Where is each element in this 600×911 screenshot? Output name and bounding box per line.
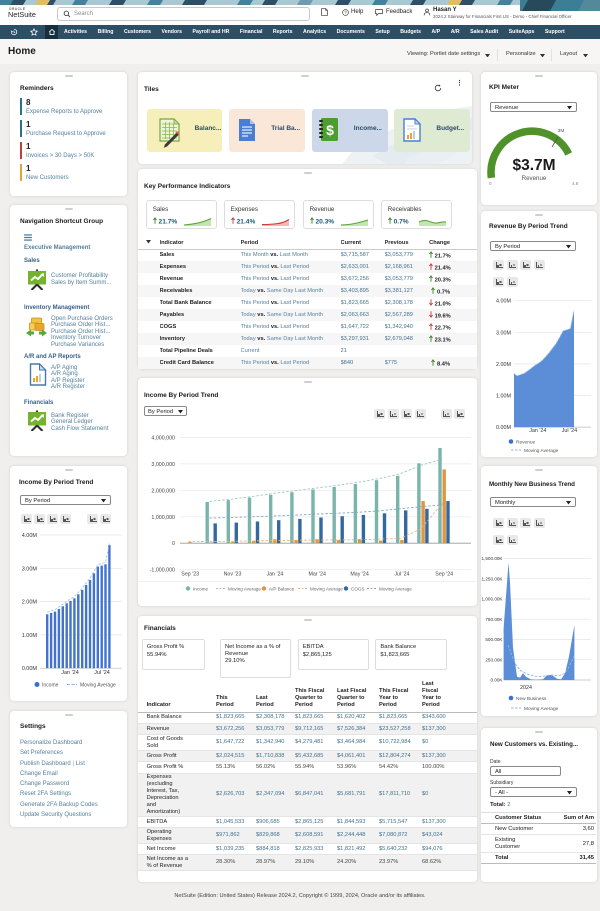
svg-text:Jan '24: Jan '24 <box>266 572 283 578</box>
svg-text:3,000,000: 3,000,000 <box>151 462 175 468</box>
svg-text:1,250.00K: 1,250.00K <box>482 576 504 581</box>
svg-text:Revenue: Revenue <box>516 440 536 446</box>
svg-text:0.00K: 0.00K <box>490 678 503 683</box>
svg-text:Jul '24: Jul '24 <box>562 428 577 434</box>
svg-text:3.00M: 3.00M <box>22 566 38 572</box>
svg-text:Moving Average: Moving Average <box>524 706 559 712</box>
svg-text:New Business: New Business <box>516 696 547 702</box>
svg-text:1,500.00K: 1,500.00K <box>482 556 504 561</box>
svg-text:A/P Balance: A/P Balance <box>269 587 295 592</box>
svg-text:0: 0 <box>489 181 492 186</box>
svg-text:COGS: COGS <box>351 587 365 592</box>
svg-text:May '24: May '24 <box>350 572 368 578</box>
svg-text:Jul '24: Jul '24 <box>94 670 110 676</box>
svg-text:$3.7M: $3.7M <box>512 157 555 174</box>
svg-text:Mar '24: Mar '24 <box>308 572 326 578</box>
svg-text:750.00K: 750.00K <box>485 617 503 622</box>
svg-text:Moving Average: Moving Average <box>228 587 261 592</box>
svg-text:Jan '24: Jan '24 <box>61 670 79 676</box>
svg-text:1,000,000: 1,000,000 <box>151 515 175 521</box>
svg-text:2,000,000: 2,000,000 <box>151 488 175 494</box>
svg-text:Moving Average: Moving Average <box>310 587 343 592</box>
svg-text:-1,000,000: -1,000,000 <box>150 568 175 574</box>
svg-text:Revenue: Revenue <box>522 175 547 182</box>
svg-text:$: $ <box>326 122 334 138</box>
svg-text:0.00M: 0.00M <box>496 425 511 431</box>
svg-text:1.00M: 1.00M <box>22 633 38 639</box>
svg-text:250.00K: 250.00K <box>485 657 503 662</box>
svg-text:2024: 2024 <box>520 685 532 691</box>
svg-text:4.00M: 4.00M <box>22 533 38 539</box>
svg-text:1,000.00K: 1,000.00K <box>482 597 504 602</box>
svg-text:3M: 3M <box>558 128 565 134</box>
svg-text:Sep '24: Sep '24 <box>435 572 453 578</box>
svg-text:?: ? <box>344 10 347 15</box>
svg-text:2.00M: 2.00M <box>496 362 511 368</box>
svg-text:Moving Average: Moving Average <box>379 587 412 592</box>
svg-text:Jan '24: Jan '24 <box>529 428 546 434</box>
svg-text:Moving Average: Moving Average <box>80 683 116 689</box>
svg-text:2.00M: 2.00M <box>22 600 38 606</box>
svg-text:Nov '23: Nov '23 <box>224 572 242 578</box>
svg-text:4.00M: 4.00M <box>496 299 511 305</box>
svg-text:500.00K: 500.00K <box>485 637 503 642</box>
svg-text:Moving Average: Moving Average <box>524 448 559 454</box>
svg-text:Jul '24: Jul '24 <box>394 572 409 578</box>
svg-text:Income: Income <box>42 683 59 689</box>
svg-text:4.6: 4.6 <box>572 181 579 186</box>
svg-text:1.00M: 1.00M <box>496 394 511 400</box>
svg-text:4,000,000: 4,000,000 <box>151 435 175 441</box>
svg-text:3.00M: 3.00M <box>496 330 511 336</box>
svg-text:0: 0 <box>172 541 175 547</box>
svg-text:0.00M: 0.00M <box>22 666 38 672</box>
svg-text:Sep '23: Sep '23 <box>181 572 199 578</box>
svg-text:Income: Income <box>193 587 209 592</box>
